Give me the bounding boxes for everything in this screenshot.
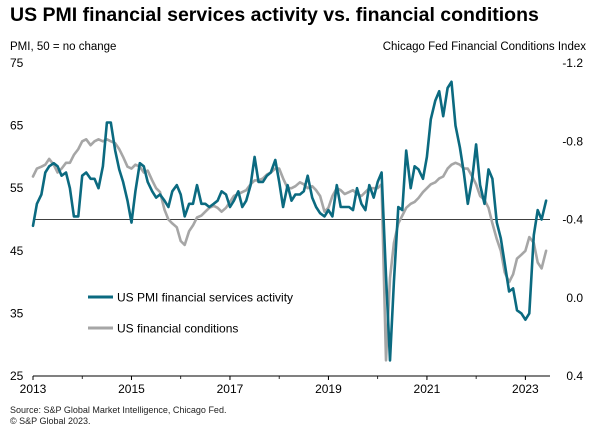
y-tick-label: 35: [10, 306, 24, 320]
x-tick-label: 2021: [414, 382, 441, 396]
legend-label: US financial conditions: [117, 322, 238, 336]
x-tick-label: 2019: [315, 382, 342, 396]
y2-tick-label: 0.4: [566, 369, 583, 383]
source-line-2: © S&P Global 2023.: [10, 416, 91, 426]
y-tick-label: 25: [10, 369, 24, 383]
source-line-1: Source: S&P Global Market Intelligence, …: [10, 405, 227, 415]
x-tick-label: 2017: [217, 382, 244, 396]
y2-tick-label: -0.4: [562, 213, 583, 227]
right-axis-title: Chicago Fed Financial Conditions Index: [382, 41, 586, 53]
y-tick-label: 55: [10, 181, 24, 195]
x-tick-label: 2023: [512, 382, 539, 396]
legend-label: US PMI financial services activity: [117, 291, 293, 305]
x-tick-label: 2015: [118, 382, 145, 396]
y-tick-label: 45: [10, 244, 24, 258]
chart-title: US PMI financial services activity vs. f…: [10, 4, 539, 26]
y2-tick-label: -1.2: [562, 56, 583, 70]
x-tick-label: 2013: [20, 382, 47, 396]
y-tick-label: 65: [10, 119, 24, 133]
series-line-pmi: [31, 80, 548, 362]
y-tick-label: 75: [10, 56, 24, 70]
left-axis-title: PMI, 50 = no change: [10, 41, 117, 53]
y2-tick-label: -0.8: [562, 134, 583, 148]
y2-tick-label: 0.0: [566, 291, 583, 305]
